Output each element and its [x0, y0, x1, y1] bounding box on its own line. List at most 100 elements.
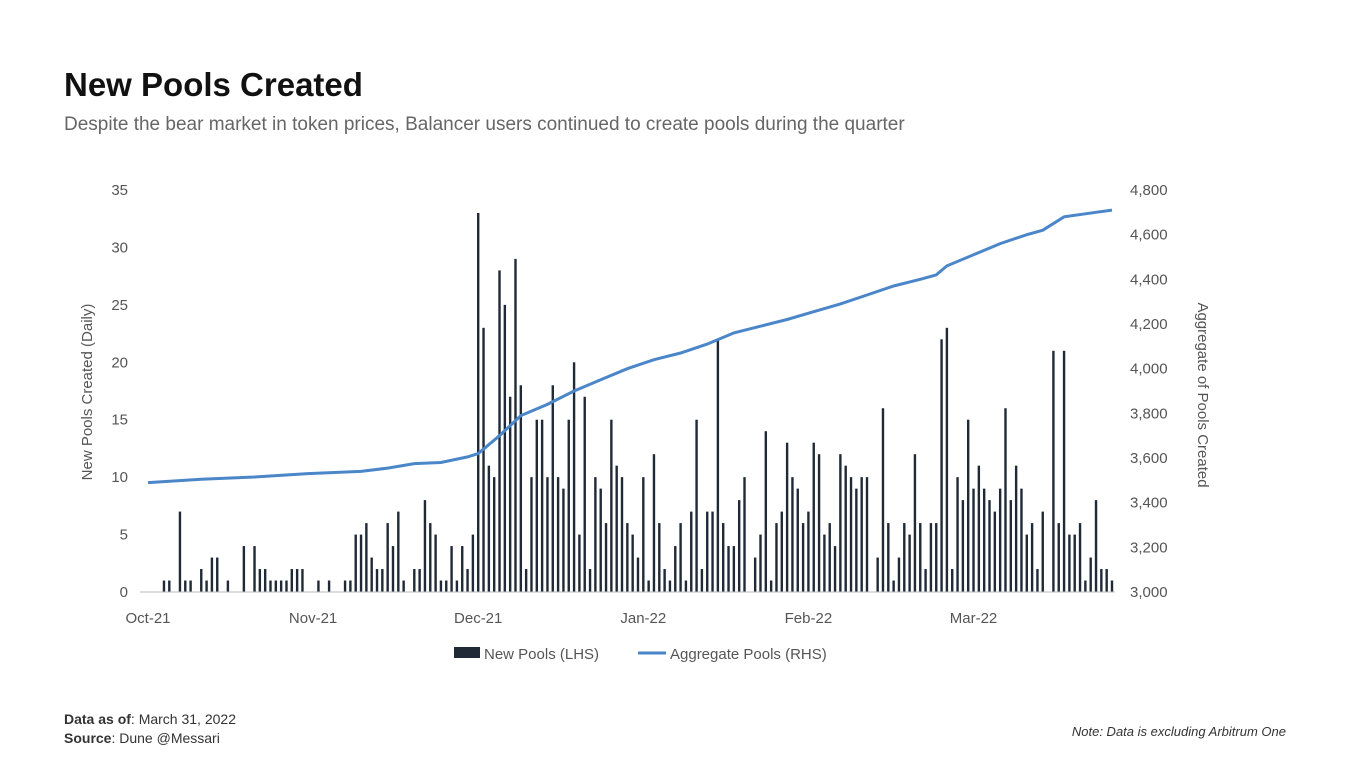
x-tick-label: Jan-22: [620, 610, 666, 627]
bar-new-pools: [695, 419, 698, 592]
y-axis-label: New Pools Created (Daily): [79, 304, 96, 481]
bar-new-pools: [263, 569, 267, 592]
y-tick-label: 0: [120, 584, 128, 601]
y2-tick-label: 4,800: [1130, 182, 1168, 199]
bar-new-pools: [524, 569, 528, 592]
bar-new-pools: [668, 580, 672, 592]
bar-new-pools: [540, 419, 544, 592]
bar-new-pools: [1030, 523, 1034, 592]
bar-new-pools: [626, 523, 629, 592]
bar-new-pools: [162, 580, 166, 592]
bar-new-pools: [1036, 569, 1039, 592]
data-as-of: Data as of: March 31, 2022: [64, 711, 236, 727]
bar-new-pools: [189, 580, 192, 592]
bar-new-pools: [1041, 511, 1044, 592]
bar-new-pools: [998, 488, 1002, 592]
bar-new-pools: [631, 534, 634, 592]
x-tick-label: Feb-22: [785, 610, 833, 627]
bar-new-pools: [801, 523, 805, 592]
y2-tick-label: 4,000: [1130, 361, 1168, 378]
y2-tick-label: 4,200: [1130, 316, 1168, 333]
bar-new-pools: [418, 569, 421, 592]
bar-new-pools: [610, 419, 613, 592]
bar-new-pools: [450, 546, 453, 592]
aggregate-pools-line: [147, 208, 1113, 485]
y2-tick-label: 3,800: [1130, 405, 1168, 422]
bar-new-pools: [599, 488, 602, 592]
bar-new-pools: [887, 523, 890, 592]
bar-new-pools: [562, 488, 565, 592]
bar-new-pools: [583, 396, 586, 592]
bar-new-pools: [594, 477, 597, 592]
bar-new-pools: [184, 580, 187, 592]
bar-new-pools: [615, 465, 618, 592]
y-tick-label: 15: [111, 412, 128, 429]
bar-new-pools: [1094, 500, 1098, 592]
bar-new-pools: [375, 569, 379, 592]
bar-new-pools: [1014, 465, 1018, 592]
x-tick-label: Nov-21: [289, 610, 337, 627]
bar-new-pools: [823, 534, 826, 592]
bar-new-pools: [961, 500, 965, 592]
bar-new-pools: [658, 523, 661, 592]
bar-new-pools: [892, 580, 895, 592]
y-tick-label: 25: [111, 297, 128, 314]
bar-new-pools: [642, 477, 645, 592]
bar-new-pools: [977, 465, 981, 592]
bar-new-pools: [780, 511, 783, 592]
bar-new-pools: [1004, 408, 1007, 592]
bar-new-pools: [796, 488, 799, 592]
bar-new-pools: [897, 557, 901, 592]
bar-new-pools: [445, 580, 448, 592]
bar-new-pools: [1025, 534, 1028, 592]
bar-new-pools: [343, 580, 347, 592]
bar-new-pools: [556, 477, 560, 592]
bar-new-pools: [492, 477, 496, 592]
bar-new-pools: [929, 523, 933, 592]
bar-new-pools: [764, 431, 768, 592]
bar-new-pools: [477, 212, 480, 592]
bar-new-pools: [461, 546, 464, 592]
bar-new-pools: [349, 580, 352, 592]
x-tick-label: Dec-21: [454, 610, 502, 627]
bar-new-pools: [391, 546, 395, 592]
bar-new-pools: [1105, 569, 1108, 592]
y2-axis-label: Aggregate of Pools Created: [1194, 302, 1211, 487]
x-tick-label: Mar-22: [950, 610, 998, 627]
bar-new-pools: [508, 396, 512, 592]
bar-new-pools: [812, 442, 815, 592]
bar-new-pools: [402, 580, 405, 592]
bar-new-pools: [940, 339, 943, 592]
chart-svg: 0 5 10 15 20 25 30 35 3,000 3,200 3,400 3,600 3,800 4…: [79, 182, 1211, 663]
bar-new-pools: [924, 569, 927, 592]
bar-new-pools: [327, 580, 331, 592]
bar-new-pools: [466, 569, 469, 592]
bar-new-pools: [855, 488, 858, 592]
bar-new-pools: [258, 569, 262, 592]
bar-new-pools: [279, 580, 283, 592]
bar-new-pools: [487, 465, 491, 592]
bar-new-pools: [849, 477, 853, 592]
bar-new-pools: [700, 569, 704, 592]
bar-new-pools: [759, 534, 762, 592]
chart-title: New Pools Created: [64, 66, 363, 103]
x-tick-label: Oct-21: [125, 610, 170, 627]
bar-new-pools: [439, 580, 443, 592]
y2-tick-label: 3,600: [1130, 450, 1168, 467]
bar-new-pools: [370, 557, 373, 592]
bar-new-pools: [620, 477, 624, 592]
bar-new-pools: [365, 523, 368, 592]
bar-new-pools: [413, 569, 416, 592]
bar-new-pools: [1073, 534, 1076, 592]
bar-new-pools: [732, 546, 736, 592]
bar-new-pools: [359, 534, 363, 592]
bar-new-pools: [1068, 534, 1071, 592]
bar-new-pools: [935, 523, 938, 592]
bar-new-pools: [817, 454, 821, 592]
bar-new-pools: [913, 454, 917, 592]
bar-new-pools: [663, 569, 666, 592]
bar-new-pools: [865, 477, 869, 592]
y-tick-label: 30: [111, 239, 128, 256]
bar-new-pools: [1020, 488, 1023, 592]
bar-new-pools: [679, 523, 682, 592]
